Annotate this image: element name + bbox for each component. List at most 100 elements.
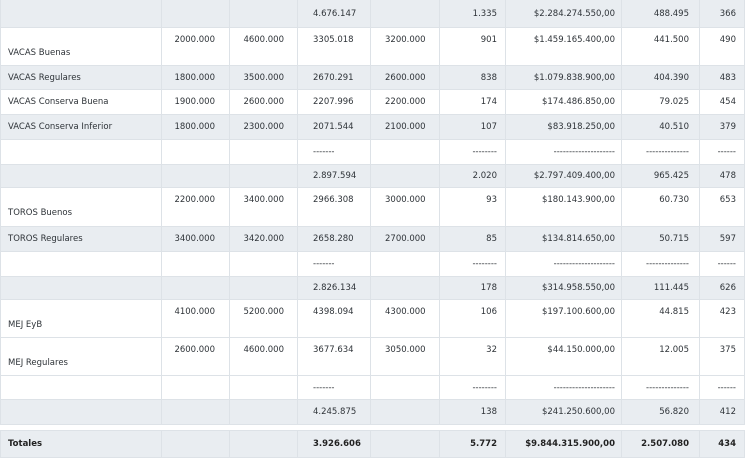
cell-value: 441.500: [653, 35, 689, 45]
cell-value: 490: [719, 35, 736, 45]
totals-row: Totales 3.926.606 5.772 $9.844.315.900,00 2.…: [0, 430, 745, 458]
cell-value: 60.730: [659, 195, 689, 205]
table-cell: [162, 400, 230, 424]
cell-value: 2.020: [472, 171, 497, 181]
table-cell: 454: [700, 90, 745, 114]
cell-value: --------------------: [553, 382, 615, 393]
table-cell: 2600.000: [230, 90, 298, 114]
table-cell: 79.025: [622, 90, 700, 114]
cell-value: 4398.094: [313, 307, 354, 317]
table-row: VACAS Conserva Buena 1900.000 2600.000 2207…: [0, 90, 745, 115]
table-cell: 174: [440, 90, 506, 114]
table-cell: VACAS Conserva Inferior: [0, 115, 162, 139]
table-cell: $83.918.250,00: [506, 115, 622, 139]
cell-value: 178: [480, 283, 497, 293]
table-cell: [162, 376, 230, 399]
table-cell: 2000.000: [162, 28, 230, 65]
row-label: TOROS Buenos: [8, 208, 73, 218]
cell-value: -------: [313, 147, 335, 157]
row-label: VACAS Conserva Buena: [8, 97, 109, 107]
table-row: 4.676.147 1.335 $2.284.274.550,00 488.495 36…: [0, 0, 745, 28]
table-cell: 2700.000: [371, 227, 440, 251]
table-cell: [162, 252, 230, 276]
cell-value: 2300.000: [243, 122, 284, 132]
cell-value: 1800.000: [174, 72, 215, 83]
cell-value: ------: [717, 259, 736, 269]
cell-value: 93: [486, 195, 497, 205]
table-cell: TOROS Buenos: [0, 188, 162, 226]
cell-value: $1.079.838.900,00: [533, 72, 615, 83]
cell-value: 40.510: [659, 122, 689, 132]
table-cell: [230, 140, 298, 164]
table-cell: 412: [700, 400, 745, 424]
table-cell: 85: [440, 227, 506, 251]
cell-value: 2.826.134: [313, 283, 357, 293]
cell-value: --------: [472, 147, 497, 157]
table-cell: [371, 277, 440, 299]
cell-value: $174.486.850,00: [541, 97, 615, 107]
cell-value: 2200.000: [385, 97, 426, 107]
table-cell: 3000.000: [371, 188, 440, 226]
cell-value: 4600.000: [243, 345, 284, 355]
cell-value: 483: [719, 72, 736, 83]
table-cell: 12.005: [622, 338, 700, 375]
cell-value: 434: [718, 439, 736, 449]
table-row: MEJ Regulares 2600.000 4600.000 3677.634 305…: [0, 338, 745, 376]
table-cell: [0, 277, 162, 299]
cell-value: $83.918.250,00: [547, 122, 615, 132]
table-row: ------- -------- -------------------- -----…: [0, 140, 745, 165]
cell-value: 4300.000: [385, 307, 426, 317]
table-cell: $2.797.409.400,00: [506, 165, 622, 187]
table-cell: ------: [700, 252, 745, 276]
cell-value: 626: [719, 283, 736, 293]
table-cell: 3.926.606: [298, 431, 371, 457]
table-row: 2.826.134 178 $314.958.550,00 111.445 626: [0, 277, 745, 300]
table-cell: 375: [700, 338, 745, 375]
table-cell: 93: [440, 188, 506, 226]
table-row: MEJ EyB 4100.000 5200.000 4398.094 4300.000 1…: [0, 300, 745, 338]
cell-value: 1800.000: [174, 122, 215, 132]
cell-value: $180.143.900,00: [541, 195, 615, 205]
table-cell: $44.150.000,00: [506, 338, 622, 375]
row-label: TOROS Regulares: [8, 234, 83, 244]
table-cell: 965.425: [622, 165, 700, 187]
cell-value: 2100.000: [385, 122, 426, 132]
table-cell: [162, 140, 230, 164]
table-cell: 111.445: [622, 277, 700, 299]
cell-value: 375: [719, 345, 736, 355]
table-cell: 597: [700, 227, 745, 251]
table-cell: 3400.000: [230, 188, 298, 226]
table-cell: 60.730: [622, 188, 700, 226]
row-label: MEJ EyB: [8, 320, 43, 330]
cell-value: $197.100.600,00: [541, 307, 615, 317]
cell-value: ------: [717, 147, 736, 157]
table-cell: 107: [440, 115, 506, 139]
table-cell: MEJ EyB: [0, 300, 162, 337]
cell-value: $44.150.000,00: [547, 345, 615, 355]
cell-value: 3420.000: [243, 234, 284, 244]
table-cell: 5200.000: [230, 300, 298, 337]
cell-value: $1.459.165.400,00: [533, 35, 615, 45]
cell-value: $9.844.315.900,00: [525, 439, 615, 449]
cell-value: 2658.280: [313, 234, 354, 244]
cell-value: 32: [486, 345, 497, 355]
table-cell: TOROS Regulares: [0, 227, 162, 251]
cell-value: 379: [719, 122, 736, 132]
table-cell: $180.143.900,00: [506, 188, 622, 226]
cell-value: 838: [480, 72, 497, 83]
cell-value: 2966.308: [313, 195, 354, 205]
table-cell: 2207.996: [298, 90, 371, 114]
table-cell: 2300.000: [230, 115, 298, 139]
table-cell: [230, 376, 298, 399]
cell-value: 454: [719, 97, 736, 107]
table-cell: 4.676.147: [298, 0, 371, 27]
table-cell: 3400.000: [162, 227, 230, 251]
table-row: ------- -------- -------------------- -----…: [0, 252, 745, 277]
table-cell: 4.245.875: [298, 400, 371, 424]
table-row: ------- -------- -------------------- -----…: [0, 376, 745, 400]
table-cell: 379: [700, 115, 745, 139]
table-cell: 4600.000: [230, 338, 298, 375]
cell-value: 12.005: [659, 345, 689, 355]
table-cell: 478: [700, 165, 745, 187]
cell-value: 4100.000: [174, 307, 215, 317]
